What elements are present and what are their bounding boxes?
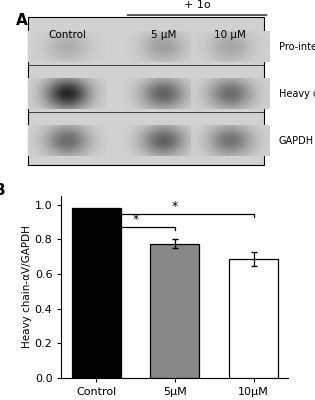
Bar (28, 17, 264, 164)
Bar (229, 259, 278, 378)
Text: GAPDH: GAPDH (279, 136, 314, 146)
Text: Control: Control (48, 30, 86, 40)
Text: *: * (132, 213, 139, 226)
Text: + 1o: + 1o (184, 0, 210, 10)
Text: *: * (172, 200, 178, 213)
Text: B: B (0, 183, 5, 198)
Text: Pro-integrin-αV: Pro-integrin-αV (279, 42, 315, 52)
Bar (151, 244, 199, 378)
Y-axis label: Heavy chain-αV/GAPDH: Heavy chain-αV/GAPDH (22, 226, 32, 348)
Text: 10 μM: 10 μM (215, 30, 246, 40)
Text: 5 μM: 5 μM (151, 30, 176, 40)
Text: A: A (16, 13, 27, 28)
Text: Heavy chain: Heavy chain (279, 89, 315, 99)
Bar (72, 208, 121, 378)
